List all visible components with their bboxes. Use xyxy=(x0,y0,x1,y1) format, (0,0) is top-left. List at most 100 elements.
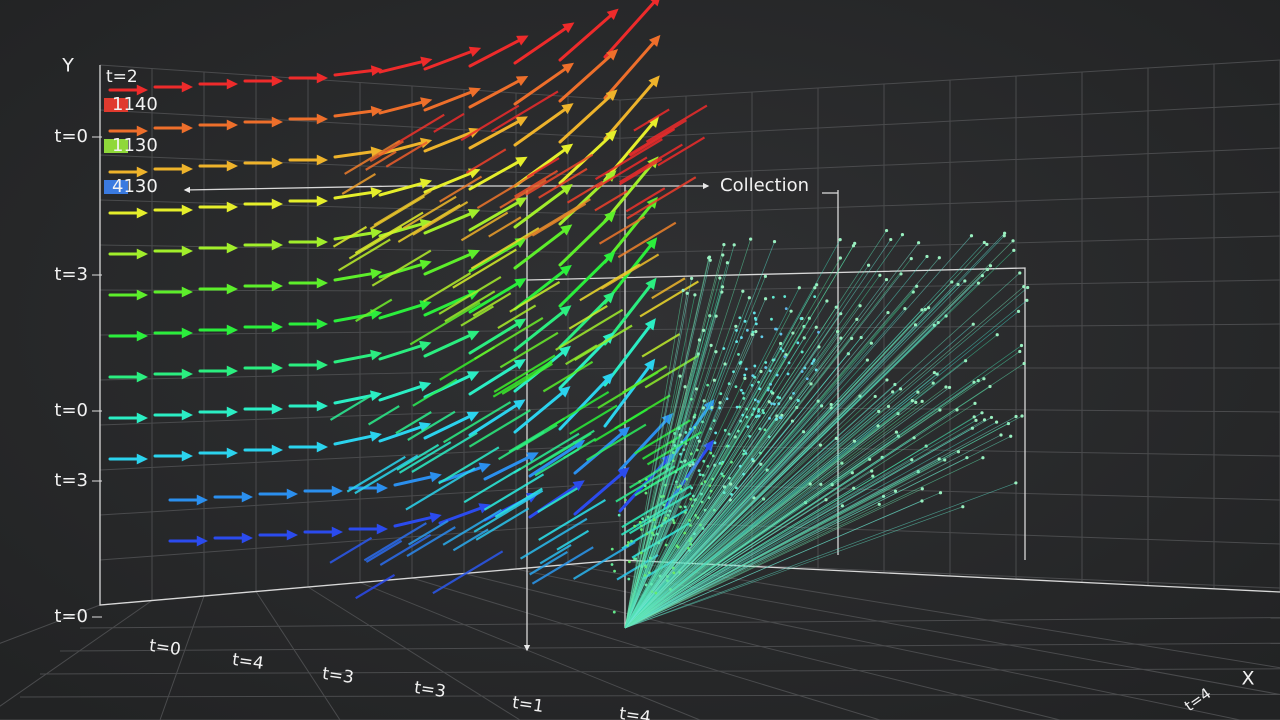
particle xyxy=(877,409,881,413)
vector-arrow xyxy=(594,189,629,212)
particle-trail xyxy=(624,435,1011,629)
particle xyxy=(713,441,717,445)
grid-line xyxy=(99,64,621,101)
x-tick-label: t=0 xyxy=(148,636,182,660)
vector-arrow xyxy=(393,473,440,487)
vector-arrow xyxy=(513,265,571,311)
vector-arrow xyxy=(333,108,381,118)
particle xyxy=(840,504,845,508)
particle xyxy=(803,366,807,370)
particle xyxy=(741,413,745,417)
particle xyxy=(741,289,745,293)
particle xyxy=(903,306,907,311)
arrow-head xyxy=(650,0,660,7)
particle xyxy=(738,464,742,468)
arrow-head xyxy=(316,400,328,412)
particle xyxy=(999,433,1003,437)
particle xyxy=(707,496,711,500)
arrow-head xyxy=(370,187,383,198)
vector-arrow xyxy=(344,139,401,175)
arrow-head xyxy=(271,198,283,210)
particle xyxy=(753,375,757,379)
vector-arrow xyxy=(468,238,525,273)
x-tick-label: t=3 xyxy=(321,664,355,688)
particle xyxy=(745,328,749,332)
particle xyxy=(891,390,895,394)
particle xyxy=(654,591,658,595)
particle xyxy=(612,610,616,614)
particle xyxy=(643,573,647,577)
particle xyxy=(720,462,724,466)
arrow-head xyxy=(420,97,433,108)
x-axis-label: X xyxy=(1241,668,1254,690)
vector-arrow xyxy=(438,275,502,315)
vector-arrow xyxy=(333,230,380,241)
particle xyxy=(720,285,725,289)
particle xyxy=(909,256,913,261)
arrow-head xyxy=(647,115,660,128)
particle xyxy=(779,332,783,336)
particle xyxy=(711,477,715,481)
particle xyxy=(714,431,718,435)
arrow-head xyxy=(316,113,328,125)
particle xyxy=(736,429,740,433)
vector-arrow xyxy=(333,149,381,159)
particle xyxy=(688,427,692,431)
particle xyxy=(648,556,652,560)
vector-arrow xyxy=(412,378,458,407)
particle xyxy=(698,473,702,477)
particle xyxy=(763,428,767,432)
particle-trail xyxy=(624,305,861,629)
vector-arrow xyxy=(444,290,496,323)
particle xyxy=(672,440,675,444)
arrow-head xyxy=(136,289,148,301)
grid-line xyxy=(619,235,1280,254)
vector-arrow xyxy=(529,550,568,576)
particle-trail xyxy=(624,379,888,629)
vector-arrow xyxy=(394,113,445,145)
particle-trail xyxy=(624,345,712,629)
particle xyxy=(796,398,800,402)
particle xyxy=(690,486,694,490)
vector-arrow xyxy=(513,184,572,229)
particle xyxy=(900,233,905,237)
vector-arrow xyxy=(369,140,404,163)
vector-arrow xyxy=(333,392,380,405)
vector-arrow xyxy=(348,226,403,260)
arrow-head xyxy=(429,512,442,523)
particle xyxy=(813,295,817,299)
vector-arrow xyxy=(423,88,479,112)
arrow-head xyxy=(606,8,619,21)
vector-arrow xyxy=(558,211,615,267)
particle xyxy=(910,399,914,403)
particle xyxy=(723,428,727,432)
grid-line xyxy=(0,604,101,644)
particle xyxy=(655,532,659,536)
particle-trail xyxy=(624,339,700,629)
particle xyxy=(969,234,974,238)
arrow-head xyxy=(271,239,283,251)
particle-trail xyxy=(624,380,715,629)
particle xyxy=(920,499,924,503)
arrow-head xyxy=(196,535,208,547)
arrow-head xyxy=(271,403,283,415)
particle-trail xyxy=(624,241,775,629)
vector-arrow xyxy=(438,504,489,525)
vector-arrow xyxy=(378,180,430,197)
grid-line xyxy=(19,693,1280,698)
particle xyxy=(743,376,747,380)
grid-line xyxy=(99,405,621,426)
particle xyxy=(721,253,725,257)
particle xyxy=(679,460,683,464)
arrow-head xyxy=(181,409,193,421)
arrow-head xyxy=(558,386,571,398)
vector-arrow xyxy=(365,150,397,171)
particle xyxy=(634,557,638,561)
grid-line xyxy=(99,520,621,561)
arrow-head xyxy=(606,48,619,61)
arrow-head xyxy=(181,163,193,175)
vector-arrow xyxy=(494,487,543,518)
vector-arrow xyxy=(452,528,489,552)
vector-arrow xyxy=(497,430,545,461)
arrow-head xyxy=(136,125,148,137)
